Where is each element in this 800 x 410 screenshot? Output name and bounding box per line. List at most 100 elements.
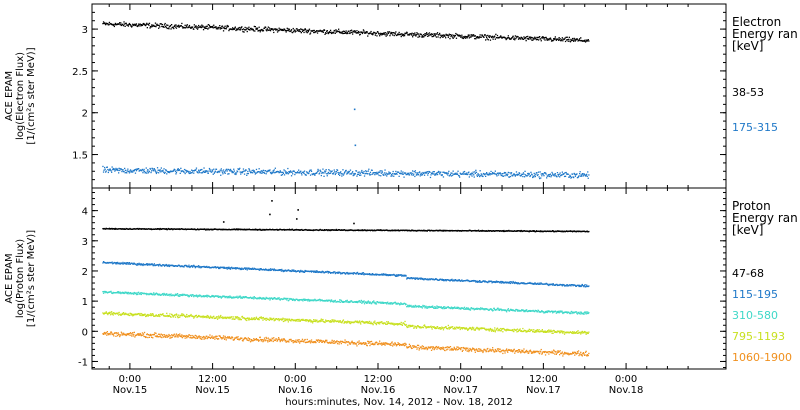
data-point [232,170,234,173]
data-point [396,275,399,277]
data-point [502,175,505,177]
data-point [434,306,436,308]
data-point [147,313,149,316]
data-point [124,313,126,315]
data-point [520,230,522,233]
data-point [440,34,442,36]
data-point [363,274,365,276]
data-point [220,174,222,176]
data-point [235,296,238,298]
data-point [550,174,553,177]
data-point [440,306,442,308]
data-point [374,174,376,176]
data-point [352,273,354,275]
data-point [285,319,287,322]
data-point [282,171,284,173]
data-point [414,32,416,34]
data-point [326,30,328,32]
data-point [583,312,586,314]
data-point [293,30,295,33]
data-point [289,170,292,172]
data-point [258,171,260,173]
data-point [333,169,335,171]
data-point [286,27,288,29]
data-point [255,27,258,29]
data-point [327,300,329,302]
data-point [228,316,231,318]
data-point [540,40,542,42]
data-point [353,31,355,33]
data-point [211,295,213,297]
data-point [433,35,435,37]
data-point [225,316,227,318]
data-point [570,311,572,313]
data-point [563,173,565,175]
data-point [141,24,144,26]
data-point [188,266,191,268]
data-point [520,38,522,40]
data-point [390,302,393,304]
data-point [585,313,587,315]
data-point [146,172,148,174]
data-point [155,314,158,316]
data-point [490,35,492,38]
data-point [239,267,241,269]
data-point [496,175,498,177]
data-point [260,170,262,172]
data-point [110,312,112,314]
data-point [480,173,482,175]
data-point [546,38,548,40]
data-point [303,270,305,273]
data-point [516,282,518,284]
data-point [434,34,436,36]
data-point [489,173,492,175]
data-point [258,168,260,170]
data-point [308,172,310,174]
y-tick-label: 3 [82,25,88,36]
data-point [424,307,426,309]
data-point [245,28,247,31]
data-point [231,171,233,174]
data-point [447,34,449,36]
data-point [396,34,399,36]
data-point [454,306,456,308]
data-point [229,170,231,172]
data-point [534,36,536,38]
data-point [198,295,200,297]
data-point [169,313,171,315]
data-point [450,279,453,281]
y-axis-label: ACE EPAM [4,253,15,303]
data-point [580,313,582,315]
data-point [524,170,526,172]
data-point [565,36,567,38]
data-point [226,266,228,269]
data-point [463,308,465,310]
data-point [483,309,485,311]
data-point [228,297,230,299]
data-point [208,170,210,172]
data-point [290,171,292,173]
y-axis-label: [1/(cm²s ster MeV)] [26,230,37,327]
data-point [427,172,429,174]
data-point [393,175,395,177]
data-point [339,301,341,303]
data-point [132,315,134,317]
data-point [252,318,254,321]
data-point [319,300,321,302]
data-point [547,283,549,285]
data-point [437,36,439,38]
data-point [147,263,149,265]
data-point [218,267,220,269]
data-point [211,294,213,297]
data-point [586,175,588,177]
data-point [126,293,128,295]
data-point [222,173,224,175]
data-point [295,30,297,32]
data-point [341,175,343,177]
data-point [240,268,242,271]
legend-title: [keV] [732,39,763,53]
data-point [217,317,219,319]
data-point [113,25,115,28]
data-point [419,175,421,177]
